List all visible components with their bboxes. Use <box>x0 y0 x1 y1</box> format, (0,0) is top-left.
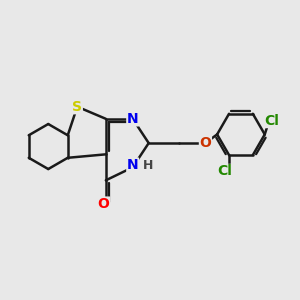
Text: N: N <box>127 158 139 172</box>
Text: N: N <box>127 112 139 126</box>
Text: H: H <box>142 159 153 172</box>
Text: O: O <box>200 136 211 150</box>
Text: O: O <box>98 197 109 211</box>
Text: Cl: Cl <box>264 114 279 128</box>
Text: Cl: Cl <box>217 164 232 178</box>
Text: S: S <box>72 100 82 114</box>
